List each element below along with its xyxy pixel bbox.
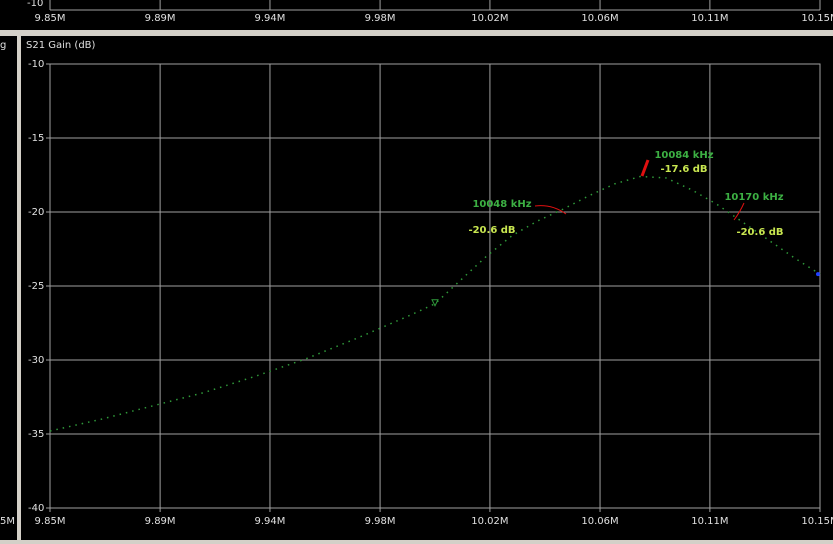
marker-frequency: 10048 kHz xyxy=(472,199,531,210)
x-tick-label: 9.94M xyxy=(255,516,286,527)
y-tick-label: -15 xyxy=(28,133,44,144)
y-tick-label: -30 xyxy=(28,355,44,366)
marker-arrow xyxy=(640,159,650,177)
top-x-tick-label: 9.94M xyxy=(255,13,286,24)
top-x-tick-label: 10.02M xyxy=(471,13,508,24)
top-x-tick-label: 9.85M xyxy=(35,13,66,24)
y-tick-label: -20 xyxy=(28,207,44,218)
main-panel xyxy=(21,36,833,540)
marker-arrow xyxy=(534,205,567,215)
left-panel xyxy=(0,36,17,540)
top-x-tick-label: 9.98M xyxy=(365,13,396,24)
x-tick-label: 10.11M xyxy=(691,516,728,527)
x-tick-label: 9.89M xyxy=(145,516,176,527)
y-tick-label: -25 xyxy=(28,281,44,292)
x-tick-label: 10.02M xyxy=(471,516,508,527)
marker-frequency: 10084 kHz xyxy=(654,150,713,161)
marker-gain: -20.6 dB xyxy=(468,225,515,236)
y-tick-label: -40 xyxy=(28,503,44,514)
y-tick-label: -10 xyxy=(28,59,44,70)
top-x-tick-label: 10.06M xyxy=(581,13,618,24)
top-x-tick-label: 9.89M xyxy=(145,13,176,24)
marker xyxy=(816,272,820,277)
left-title-fragment: g xyxy=(0,40,6,51)
marker xyxy=(431,299,439,307)
top-x-tick-label: 10.11M xyxy=(691,13,728,24)
marker-gain: -17.6 dB xyxy=(660,164,707,175)
top-panel xyxy=(0,0,833,30)
top-x-tick-label: 10.15M xyxy=(801,13,833,24)
marker-gain: -20.6 dB xyxy=(736,227,783,238)
x-tick-label: 10.15M xyxy=(801,516,833,527)
left-tick-fragment: 5M xyxy=(0,516,15,527)
x-tick-label: 9.85M xyxy=(35,516,66,527)
chart-title: S21 Gain (dB) xyxy=(26,40,96,51)
x-tick-label: 10.06M xyxy=(581,516,618,527)
marker-frequency: 10170 kHz xyxy=(724,192,783,203)
y-tick-label: -35 xyxy=(28,429,44,440)
top-y-tick-label: -10 xyxy=(27,0,43,9)
marker-arrow xyxy=(733,202,745,221)
x-tick-label: 9.98M xyxy=(365,516,396,527)
